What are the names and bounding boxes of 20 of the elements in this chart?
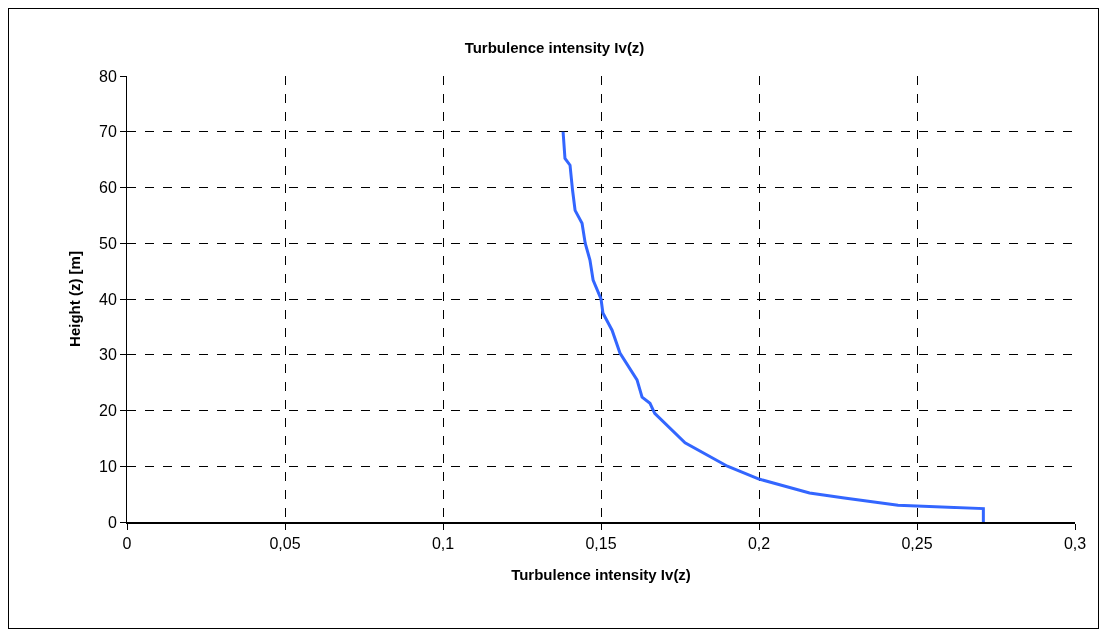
y-tick-label: 40	[99, 290, 117, 308]
y-tick-label: 10	[99, 457, 117, 475]
y-tick-label: 80	[99, 67, 117, 85]
x-axis-title: Turbulence intensity Iv(z)	[511, 565, 691, 583]
x-tick-label: 0,25	[901, 535, 933, 553]
y-tick-label: 70	[99, 123, 117, 141]
x-tick-label: 0,2	[747, 535, 771, 553]
y-tick-label: 20	[99, 402, 117, 420]
x-tick-label: 0,3	[1063, 535, 1087, 553]
x-tick-label: 0,1	[431, 535, 455, 553]
y-tick-label: 0	[107, 513, 117, 531]
y-tick-label: 50	[99, 234, 117, 252]
y-tick-label: 60	[99, 179, 117, 197]
chart-title: Turbulence intensity Iv(z)	[464, 39, 645, 57]
y-tick-label: 30	[99, 346, 117, 364]
x-tick-label: 0,15	[585, 535, 617, 553]
y-axis-title: Height (z) [m]	[66, 251, 84, 347]
line-series	[561, 130, 985, 522]
x-tick-label: 0,05	[269, 535, 301, 553]
x-tick-label: 0	[122, 535, 132, 553]
